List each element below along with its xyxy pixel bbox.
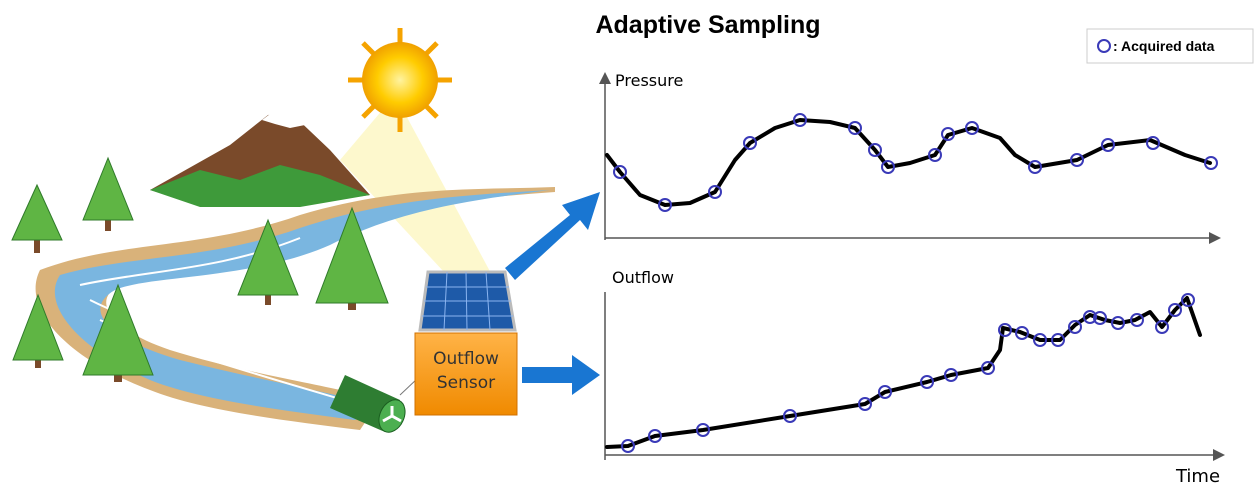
legend: : Acquired data xyxy=(1087,29,1253,63)
sensor-label: Outflow xyxy=(433,349,499,369)
diagram: Outflow Sensor Adaptive Sampling : Acqui… xyxy=(0,0,1257,487)
legend-label: : Acquired data xyxy=(1113,38,1215,54)
panel-label: Pressure xyxy=(615,71,683,90)
panel-label: Outflow xyxy=(612,268,674,287)
landscape: Outflow Sensor xyxy=(12,28,600,436)
solar-panel xyxy=(420,272,515,330)
title: Adaptive Sampling xyxy=(595,11,820,39)
sensor-label: Sensor xyxy=(437,373,495,393)
x-axis-label: Time xyxy=(1175,466,1220,487)
outflow-panel: Outflow Time xyxy=(605,268,1222,487)
arrows xyxy=(505,192,600,395)
pressure-panel: Pressure xyxy=(605,71,1218,240)
